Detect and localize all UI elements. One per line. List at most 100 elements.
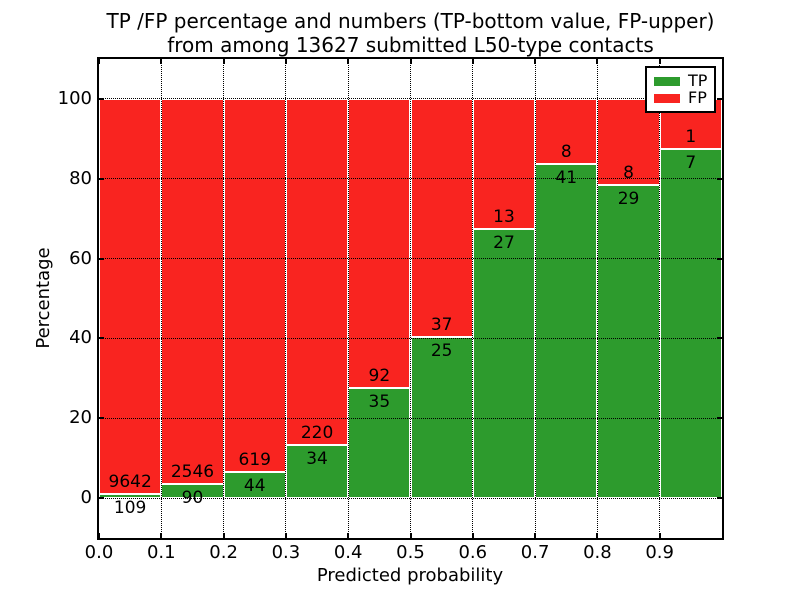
- x-tick-mark: [347, 59, 350, 64]
- y-tick-label: 80: [69, 167, 92, 189]
- vertical-gridline: [410, 59, 411, 538]
- chart-title-line1: TP /FP percentage and numbers (TP-bottom…: [106, 9, 715, 33]
- bar-segment-fp: [99, 98, 162, 494]
- bar-segment-tp: [597, 185, 660, 499]
- bar-segment-fp: [472, 98, 536, 229]
- bar-segment-fp: [348, 98, 411, 389]
- x-tick-mark: [596, 533, 599, 538]
- y-tick-mark: [99, 337, 104, 340]
- bar-segment-fp: [410, 98, 473, 338]
- x-axis-label: Predicted probability: [316, 565, 504, 586]
- chart-title-line2: from among 13627 submitted L50-type cont…: [167, 33, 654, 57]
- x-tick-mark: [534, 59, 537, 64]
- y-tick-mark: [99, 97, 104, 100]
- horizontal-gridline: [99, 337, 722, 339]
- bar-label-fp: 8: [623, 163, 634, 184]
- chart-title: TP /FP percentage and numbers (TP-bottom…: [60, 9, 761, 57]
- vertical-gridline: [472, 59, 474, 538]
- bar-segment-tp: [472, 228, 536, 499]
- bar-label-fp: 13: [493, 206, 515, 227]
- bar-segment-tp: [348, 388, 411, 499]
- bar-label-tp: 41: [555, 168, 578, 189]
- x-tick-mark: [222, 59, 225, 64]
- legend: TP FP: [645, 66, 716, 113]
- bar-label-tp: 25: [430, 341, 453, 362]
- legend-swatch-fp: [654, 93, 680, 103]
- vertical-gridline: [223, 59, 225, 538]
- x-tick-mark: [284, 59, 287, 64]
- x-tick-mark: [471, 59, 474, 64]
- bar-label-fp: 220: [300, 422, 334, 443]
- bar-label-tp: 109: [113, 497, 147, 518]
- y-tick-mark: [717, 257, 722, 260]
- x-tick-mark: [596, 59, 599, 64]
- bar-segment-fp: [223, 98, 286, 472]
- x-tick-mark: [409, 533, 412, 538]
- bar-label-fp: 619: [238, 449, 271, 470]
- x-tick-label: 0.7: [520, 542, 550, 563]
- legend-swatch-tp: [654, 76, 680, 86]
- y-tick-label: 0: [80, 487, 92, 509]
- y-tick-label: 20: [69, 407, 92, 429]
- bar-label-tp: 90: [181, 488, 204, 509]
- x-tick-mark: [98, 59, 100, 64]
- vertical-gridline: [659, 59, 661, 538]
- bar-label-fp: 8: [560, 142, 572, 163]
- horizontal-gridline: [99, 98, 722, 100]
- x-tick-label: 0.2: [209, 542, 238, 563]
- legend-label-tp: TP: [688, 71, 708, 90]
- horizontal-gridline: [99, 497, 722, 499]
- x-tick-mark: [409, 59, 412, 64]
- y-tick-mark: [717, 337, 722, 340]
- legend-item-tp: TP: [654, 73, 707, 89]
- bar-label-tp: 44: [243, 475, 266, 496]
- x-tick-mark: [98, 533, 100, 538]
- x-tick-mark: [534, 533, 537, 538]
- y-tick-mark: [717, 497, 722, 500]
- bar-segment-tp: [285, 444, 349, 499]
- bar-label-tp: 29: [617, 189, 640, 210]
- bar-label-fp: 2546: [170, 462, 215, 483]
- bar-segment-tp: [659, 148, 722, 499]
- x-tick-label: 0.4: [333, 542, 363, 563]
- legend-item-fp: FP: [654, 90, 707, 106]
- vertical-gridline: [285, 59, 287, 538]
- y-tick-mark: [99, 497, 104, 500]
- horizontal-gridline: [99, 417, 722, 419]
- bar-segment-fp: [535, 98, 598, 165]
- y-tick-mark: [717, 417, 722, 420]
- bar-segment-fp: [597, 98, 660, 186]
- x-tick-mark: [658, 59, 661, 64]
- vertical-gridline: [160, 59, 162, 538]
- vertical-gridline: [596, 59, 598, 538]
- x-tick-label: 0.1: [146, 542, 176, 563]
- bar-segment-fp: [285, 98, 349, 445]
- bar-segment-tp: [535, 164, 598, 499]
- y-tick-mark: [717, 97, 722, 100]
- bar-segment-tp: [410, 337, 473, 499]
- y-tick-label: 60: [69, 247, 92, 269]
- legend-label-fp: FP: [688, 88, 707, 107]
- x-tick-label: 0.6: [458, 542, 488, 563]
- x-tick-label: 0.8: [583, 542, 612, 563]
- bar-segment-tp: [99, 493, 162, 499]
- vertical-gridline: [347, 59, 349, 538]
- plot-area: 9642 109 2546 90 619 44 220 34 92 35 37 25 13 27 8 41 8 2…: [97, 57, 724, 540]
- y-tick-mark: [99, 257, 104, 260]
- x-tick-label: 0.0: [84, 542, 114, 563]
- x-tick-label: 0.5: [396, 542, 425, 563]
- bar-label-fp: 1: [685, 126, 697, 147]
- x-tick-mark: [347, 533, 350, 538]
- bar-label-tp: 7: [685, 152, 697, 173]
- x-tick-label: 0.9: [645, 542, 674, 563]
- bar-label-fp: 9642: [108, 471, 152, 492]
- x-tick-mark: [222, 533, 225, 538]
- bar-label-tp: 34: [306, 448, 328, 469]
- bar-label-tp: 27: [493, 232, 515, 253]
- bar-label-fp: 37: [430, 315, 453, 336]
- x-tick-mark: [658, 533, 661, 538]
- x-tick-mark: [160, 59, 163, 64]
- y-tick-label: 100: [57, 87, 92, 109]
- x-tick-mark: [284, 533, 287, 538]
